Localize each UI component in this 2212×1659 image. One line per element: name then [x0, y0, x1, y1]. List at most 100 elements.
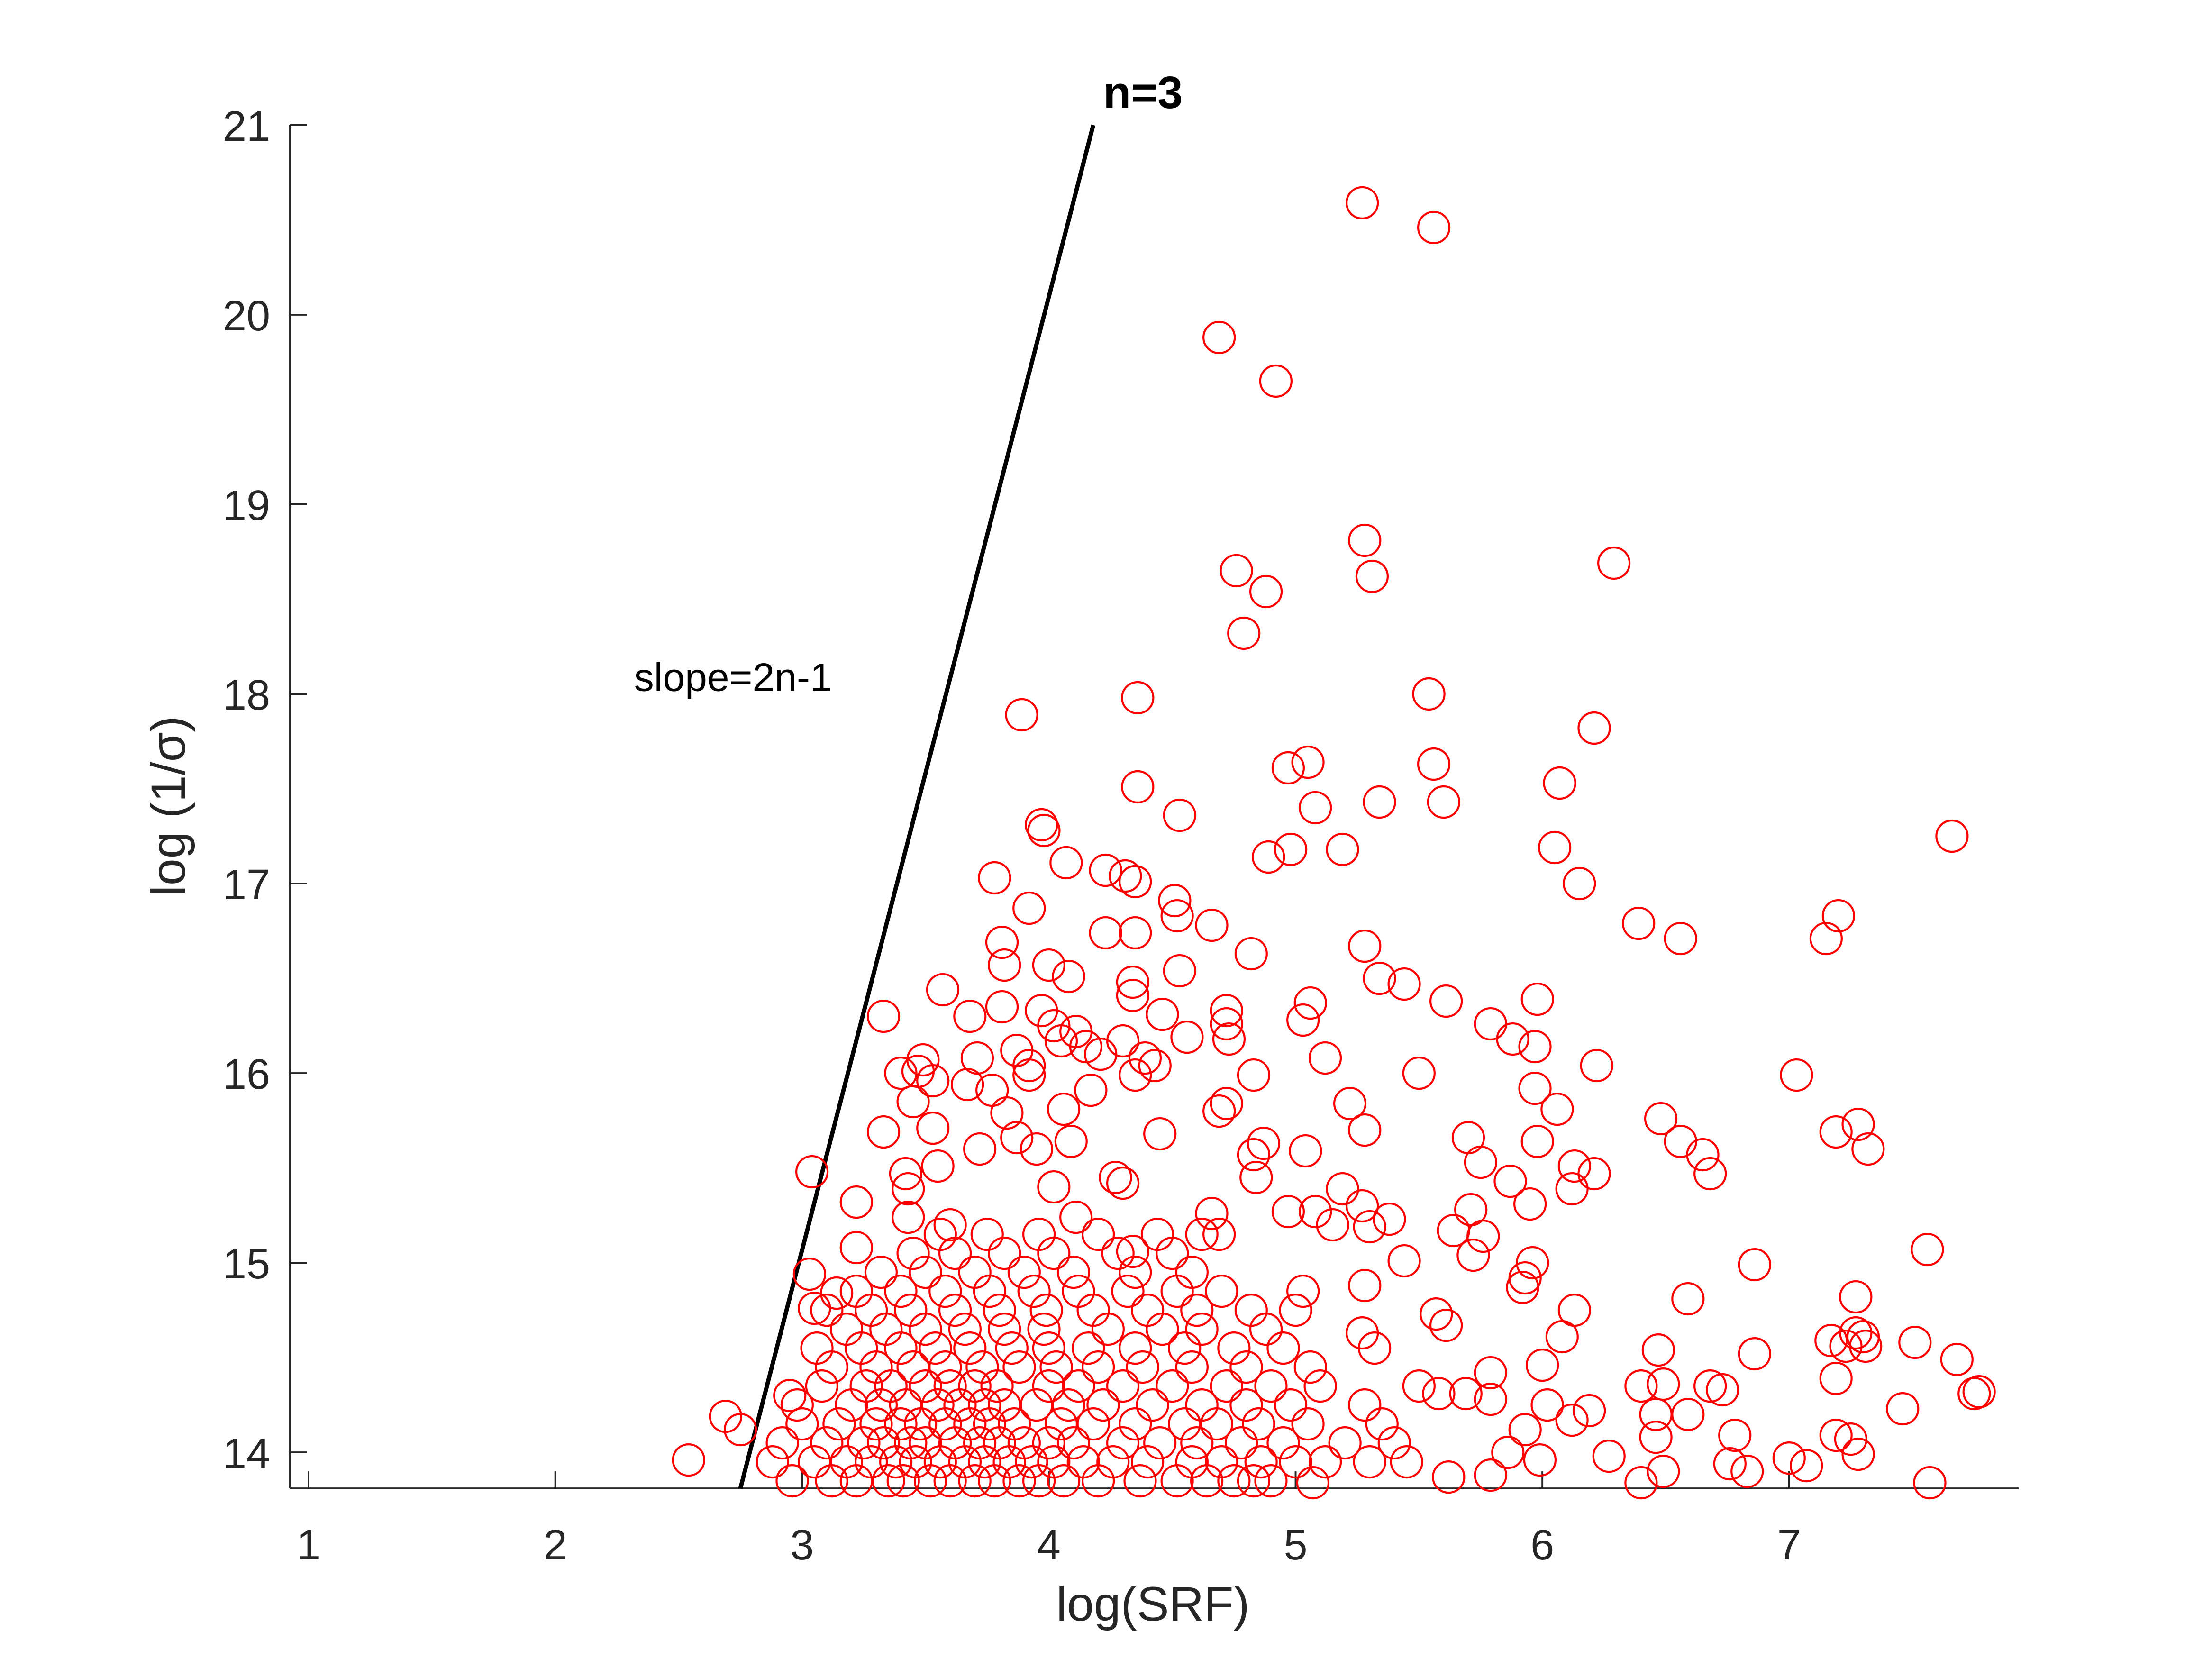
marker: [1518, 1030, 1552, 1064]
marker: [1508, 1413, 1542, 1447]
marker: [1316, 1208, 1349, 1242]
marker: [892, 1200, 925, 1234]
marker: [1007, 1255, 1041, 1289]
marker: [923, 1217, 957, 1251]
marker: [1829, 1329, 1863, 1363]
marker: [1109, 859, 1142, 893]
x-tick-label: 1: [297, 1522, 320, 1569]
marker: [1032, 1369, 1065, 1403]
marker: [1185, 1312, 1219, 1346]
marker: [894, 1426, 928, 1460]
marker: [1032, 1426, 1065, 1460]
marker: [1417, 210, 1451, 245]
marker: [1592, 1440, 1626, 1473]
marker: [1412, 677, 1446, 711]
marker: [1217, 1331, 1251, 1365]
marker: [948, 1312, 982, 1346]
marker: [1106, 1166, 1140, 1200]
marker: [1156, 1369, 1189, 1403]
x-tick-label: 6: [1530, 1522, 1554, 1569]
marker: [1047, 1092, 1081, 1126]
marker: [1146, 997, 1179, 1031]
marker: [1819, 1419, 1853, 1452]
marker: [1821, 899, 1855, 933]
marker: [1466, 1219, 1500, 1253]
marker: [1032, 948, 1065, 982]
marker: [672, 1443, 705, 1477]
marker: [1054, 1124, 1088, 1158]
marker: [849, 1369, 883, 1403]
marker: [953, 1331, 987, 1365]
marker: [938, 1293, 972, 1327]
marker: [1099, 1160, 1132, 1194]
marker: [958, 1255, 992, 1289]
marker: [899, 1445, 932, 1479]
marker: [1062, 1274, 1095, 1308]
marker: [968, 1388, 1001, 1422]
marker: [1237, 1058, 1271, 1092]
marker: [1841, 1107, 1875, 1141]
marker: [1123, 1464, 1157, 1498]
marker: [909, 1369, 942, 1403]
y-axis-label: log (1/σ): [141, 716, 195, 896]
marker: [1089, 916, 1122, 950]
marker: [780, 1388, 814, 1422]
marker: [872, 1464, 905, 1498]
marker: [1713, 1447, 1747, 1481]
marker: [1580, 1048, 1613, 1083]
marker: [1639, 1421, 1673, 1454]
y-tick-label: 16: [223, 1051, 270, 1098]
marker: [1353, 1210, 1386, 1244]
marker: [792, 1257, 826, 1291]
marker: [1851, 1132, 1885, 1166]
marker: [1555, 1172, 1589, 1206]
marker: [1644, 1102, 1678, 1136]
marker: [1027, 1312, 1061, 1346]
marker: [965, 1350, 999, 1384]
x-tick-label: 4: [1037, 1522, 1061, 1569]
marker: [1328, 1426, 1362, 1460]
marker: [985, 925, 1019, 959]
marker: [866, 1426, 901, 1460]
marker: [1474, 1383, 1507, 1416]
marker: [1049, 846, 1083, 880]
marker: [1202, 320, 1236, 355]
marker: [1111, 1274, 1145, 1308]
marker: [1520, 982, 1554, 1016]
marker: [1168, 1331, 1202, 1365]
marker: [916, 1111, 950, 1145]
marker: [1577, 711, 1611, 745]
marker: [1029, 1293, 1063, 1327]
marker: [1234, 1293, 1268, 1327]
marker: [1624, 1369, 1658, 1403]
marker: [1289, 1134, 1322, 1168]
marker: [1234, 937, 1268, 971]
marker: [1387, 1244, 1421, 1278]
marker: [1244, 1445, 1278, 1479]
marker: [1355, 559, 1389, 593]
marker: [1044, 1024, 1078, 1058]
marker: [1143, 1117, 1177, 1151]
marker: [1066, 1445, 1100, 1479]
marker: [866, 1115, 901, 1149]
marker: [1012, 1048, 1046, 1083]
marker: [1957, 1377, 1991, 1411]
marker: [773, 1379, 807, 1413]
marker: [1072, 1331, 1105, 1365]
marker: [1163, 954, 1196, 988]
marker: [958, 1464, 992, 1498]
marker: [1624, 1466, 1658, 1500]
marker: [1348, 1268, 1382, 1303]
marker: [1299, 791, 1332, 825]
y-tick-label: 15: [223, 1240, 270, 1288]
marker: [1220, 554, 1253, 588]
marker: [1545, 1320, 1579, 1354]
marker: [1081, 1217, 1115, 1251]
marker: [988, 948, 1021, 982]
x-tick-label: 7: [1777, 1522, 1801, 1569]
marker: [1140, 1217, 1174, 1251]
marker: [785, 1407, 819, 1441]
